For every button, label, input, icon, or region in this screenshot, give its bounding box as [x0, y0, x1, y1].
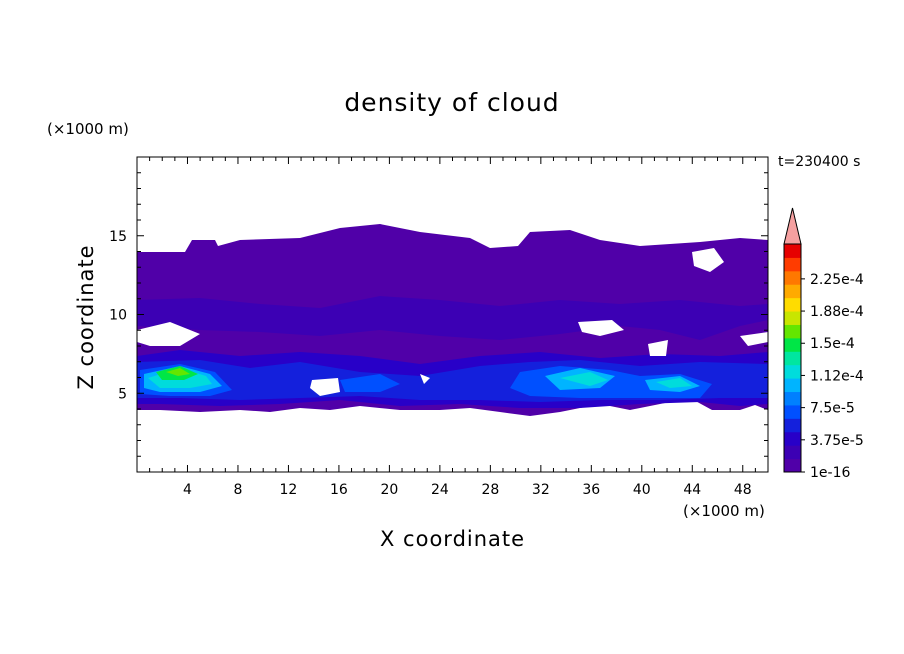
colorbar-segment — [784, 297, 801, 312]
x-tick-label: 20 — [380, 482, 398, 498]
x-tick-label: 48 — [734, 482, 752, 498]
colorbar-segment — [784, 404, 801, 419]
colorbar-segment — [784, 391, 801, 406]
colorbar-label: 2.25e-4 — [810, 272, 864, 288]
colorbar-label: 1.88e-4 — [810, 304, 864, 320]
colorbar-label: 1.12e-4 — [810, 368, 864, 384]
x-tick-label: 24 — [431, 482, 449, 498]
x-axis-label: X coordinate — [380, 527, 526, 551]
colorbar-segment — [784, 431, 801, 446]
y-tick-label: 15 — [109, 229, 127, 245]
x-tick-label: 44 — [683, 482, 701, 498]
colorbar-segment — [784, 364, 801, 379]
contour-level-6 — [144, 366, 700, 392]
colorbar-label: 7.5e-5 — [810, 401, 855, 417]
x-tick-label: 4 — [183, 482, 192, 498]
x-tick-label: 12 — [280, 482, 298, 498]
colorbar-segment — [784, 284, 801, 299]
timestamp-label: t=230400 s — [778, 154, 861, 170]
x-tick-label: 36 — [582, 482, 600, 498]
contour-level-7 — [148, 368, 692, 388]
clear-sky-gap — [137, 248, 768, 396]
x-tick-label: 28 — [481, 482, 499, 498]
x-tick-label: 8 — [233, 482, 242, 498]
x-tick-label: 40 — [633, 482, 651, 498]
colorbar-segment — [784, 244, 801, 258]
cloud-density-field — [137, 224, 768, 416]
colorbar-segment — [784, 458, 801, 473]
x-axis-unit: (×1000 m) — [683, 502, 765, 520]
colorbar-segment — [784, 324, 801, 339]
colorbar-extend-arrow — [783, 207, 802, 245]
colorbar-segment — [784, 337, 801, 352]
y-tick-label: 5 — [118, 386, 127, 402]
colorbar-segment — [784, 445, 801, 460]
colorbar-segment — [784, 270, 801, 285]
colorbar-segment — [784, 351, 801, 366]
colorbar-segment — [784, 311, 801, 325]
x-tick-label: 16 — [330, 482, 348, 498]
colorbar-frame — [783, 243, 802, 473]
x-tick-label: 32 — [532, 482, 550, 498]
contour-level-9 — [166, 368, 190, 376]
y-tick-label: 10 — [109, 308, 127, 324]
colorbar-segment — [784, 378, 801, 393]
chart-title: density of cloud — [344, 88, 560, 117]
colorbar-segment — [784, 418, 801, 433]
contour-level-2 — [137, 296, 768, 340]
colorbar-label: 1e-16 — [810, 465, 850, 481]
colorbar-label: 1.5e-4 — [810, 336, 855, 352]
y-axis-unit: (×1000 m) — [47, 120, 129, 138]
colorbar-segment — [784, 257, 801, 272]
colorbar-label: 3.75e-5 — [810, 433, 864, 449]
